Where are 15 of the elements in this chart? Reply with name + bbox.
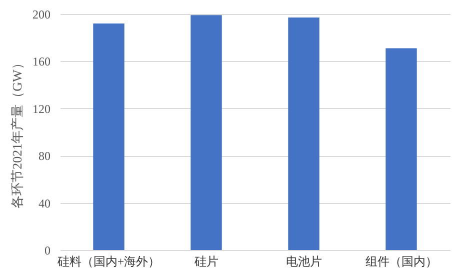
x-tick-label: 组件（国内）	[365, 254, 438, 268]
y-tick-label: 0	[44, 244, 50, 258]
bar	[190, 15, 222, 250]
bar	[386, 48, 417, 250]
x-tick-label: 电池片	[286, 254, 322, 268]
y-tick-label: 160	[32, 54, 50, 69]
x-tick-label: 硅片	[193, 254, 218, 268]
bar	[93, 23, 124, 250]
y-tick-label: 120	[32, 102, 50, 116]
y-tick-label: 200	[32, 8, 50, 22]
x-tick-label: 硅料（国内+海外）	[56, 254, 160, 268]
y-axis-title: 各环节2021年产量（GW）	[10, 56, 24, 208]
bar	[288, 18, 320, 250]
y-tick-label: 40	[38, 196, 50, 210]
y-tick-label: 80	[38, 149, 50, 164]
